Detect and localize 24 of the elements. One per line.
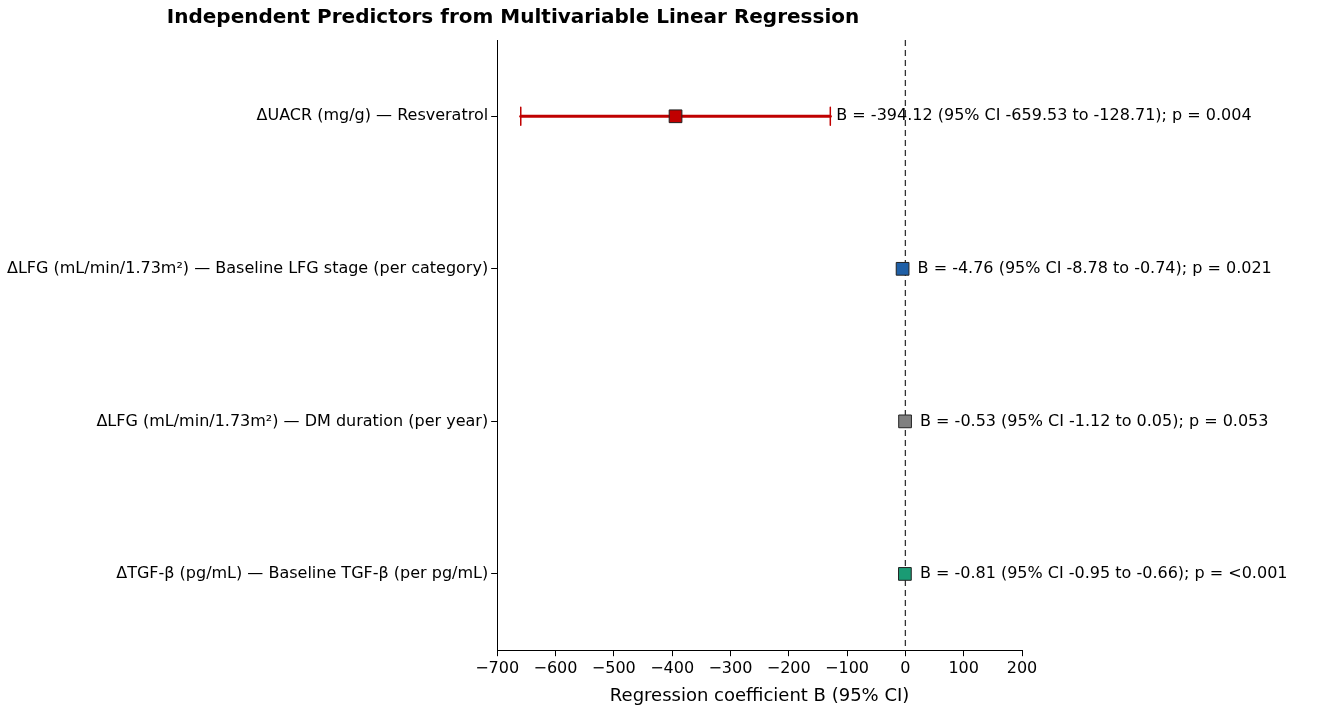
- x-tick-label: 0: [900, 657, 911, 677]
- x-tick-label: −600: [533, 657, 578, 677]
- x-tick-label: −100: [825, 657, 870, 677]
- x-tick-label: −700: [475, 657, 520, 677]
- x-tick-label: 200: [1006, 657, 1038, 677]
- data-label: B = -0.53 (95% CI -1.12 to 0.05); p = 0.053: [920, 410, 1269, 430]
- point: [898, 414, 912, 429]
- y-tick-label: ΔTGF-β (pg/mL) — Baseline TGF-β (per pg/mL): [116, 563, 489, 583]
- x-tick-label: 100: [948, 657, 979, 677]
- data-label: B = -4.76 (95% CI -8.78 to -0.74); p = 0.021: [917, 257, 1272, 277]
- x-tick-label: −500: [591, 657, 636, 677]
- data-label: B = -0.81 (95% CI -0.95 to -0.66); p = <0.001: [919, 563, 1288, 583]
- point: [668, 109, 683, 124]
- y-tick-label: ΔLFG (mL/min/1.73m²) — DM duration (per year): [96, 410, 489, 430]
- point: [895, 261, 910, 276]
- x-tick-label: −200: [766, 657, 811, 677]
- y-tick-label: ΔUACR (mg/g) — Resveratrol: [256, 105, 489, 125]
- x-axis-title: Regression coefficient B (95% CI): [609, 683, 910, 705]
- y-tick-label: ΔLFG (mL/min/1.73m²) — Baseline LFG stage (per category): [6, 257, 489, 277]
- annotation: B = -394.12 (95% CI -659.53 to -128.71); p = 0.004: [836, 105, 1252, 125]
- x-tick-label: −400: [650, 657, 695, 677]
- x-tick-label: −300: [708, 657, 753, 677]
- chart-title: Independent Predictors from Multivariable Linear Regression: [166, 4, 860, 29]
- point: [898, 567, 912, 581]
